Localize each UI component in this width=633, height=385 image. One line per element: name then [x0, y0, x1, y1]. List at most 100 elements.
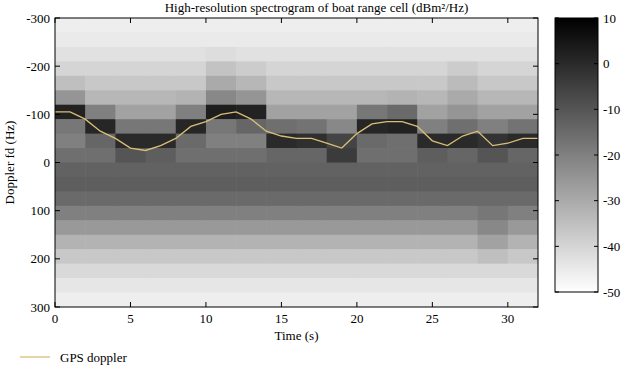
- spectrogram-cell: [417, 119, 448, 134]
- spectrogram-cell: [357, 264, 388, 279]
- spectrogram-cell: [85, 249, 116, 264]
- spectrogram-cell: [266, 76, 297, 91]
- spectrogram-cell: [357, 61, 388, 76]
- spectrogram-cell: [297, 264, 328, 279]
- spectrogram-cell: [417, 47, 448, 62]
- spectrogram-cell: [508, 177, 538, 192]
- spectrogram-cell: [236, 119, 267, 134]
- spectrogram-cell: [297, 235, 328, 250]
- spectrogram-cell: [206, 249, 237, 264]
- x-tick: [432, 18, 433, 23]
- spectrogram-cell: [266, 47, 297, 62]
- spectrogram-cell: [176, 264, 207, 279]
- spectrogram-cell: [206, 32, 237, 47]
- spectrogram-cell: [55, 119, 86, 134]
- spectrogram-cell: [266, 119, 297, 134]
- y-tick: [533, 307, 538, 308]
- spectrogram-cell: [387, 148, 418, 163]
- spectrogram-cell: [176, 32, 207, 47]
- spectrogram-cell: [327, 119, 358, 134]
- spectrogram-cell: [85, 90, 116, 105]
- spectrogram-cell: [508, 105, 538, 120]
- spectrogram-cell: [387, 61, 418, 76]
- colorbar-tick: [555, 109, 559, 110]
- spectrogram-cell: [206, 148, 237, 163]
- spectrogram-cell: [85, 278, 116, 293]
- y-tick: [55, 18, 60, 19]
- colorbar-tick: [594, 200, 598, 201]
- spectrogram-cell: [478, 105, 509, 120]
- spectrogram-cell: [176, 235, 207, 250]
- spectrogram-cell: [327, 134, 358, 149]
- gps-doppler-line: [55, 112, 538, 151]
- spectrogram-cell: [297, 47, 328, 62]
- spectrogram-cell: [447, 105, 478, 120]
- y-tick: [55, 307, 60, 308]
- spectrogram-cell: [417, 206, 448, 221]
- spectrogram-cell: [266, 148, 297, 163]
- spectrogram-cell: [206, 134, 237, 149]
- spectrogram-cell: [85, 220, 116, 235]
- spectrogram-cell: [357, 18, 388, 33]
- colorbar-tick: [594, 63, 598, 64]
- spectrogram-cell: [266, 293, 297, 307]
- spectrogram-cell: [266, 32, 297, 47]
- spectrogram-cell: [115, 177, 146, 192]
- spectrogram-cell: [176, 61, 207, 76]
- x-tick: [281, 18, 282, 23]
- spectrogram-cell: [115, 18, 146, 33]
- spectrogram-cell: [266, 249, 297, 264]
- spectrogram-cell: [478, 278, 509, 293]
- spectrogram-cell: [297, 32, 328, 47]
- spectrogram-cell: [447, 278, 478, 293]
- spectrogram-cell: [236, 177, 267, 192]
- spectrogram-cell: [387, 18, 418, 33]
- spectrogram-cell: [387, 163, 418, 178]
- x-tick-label: 5: [127, 311, 134, 326]
- y-tick-label: 300: [31, 300, 51, 315]
- x-tick: [507, 18, 508, 23]
- spectrogram-cell: [176, 18, 207, 33]
- spectrogram-cell: [357, 249, 388, 264]
- spectrogram-cell: [447, 177, 478, 192]
- colorbar-tick: [555, 246, 559, 247]
- x-tick-label: 25: [426, 311, 439, 326]
- spectrogram-cell: [508, 278, 538, 293]
- spectrogram-cell: [508, 148, 538, 163]
- spectrogram-cell: [478, 264, 509, 279]
- spectrogram-cell: [357, 119, 388, 134]
- plot-area: [55, 18, 538, 307]
- y-tick: [533, 258, 538, 259]
- spectrogram-cell: [206, 163, 237, 178]
- spectrogram-cell: [115, 32, 146, 47]
- spectrogram-cell: [357, 148, 388, 163]
- y-tick: [533, 66, 538, 67]
- spectrogram-cell: [176, 220, 207, 235]
- spectrogram-cell: [327, 220, 358, 235]
- spectrogram-cell: [357, 177, 388, 192]
- spectrogram-cell: [447, 249, 478, 264]
- spectrogram-cell: [115, 105, 146, 120]
- spectrogram-cell: [417, 177, 448, 192]
- spectrogram-cell: [297, 119, 328, 134]
- spectrogram-cell: [447, 47, 478, 62]
- spectrogram-cell: [236, 47, 267, 62]
- spectrogram-cell: [176, 105, 207, 120]
- spectrogram-cell: [55, 47, 86, 62]
- spectrogram-cell: [387, 105, 418, 120]
- spectrogram-cell: [236, 235, 267, 250]
- x-tick: [356, 18, 357, 23]
- spectrogram-cell: [297, 191, 328, 206]
- spectrogram-cell: [447, 76, 478, 91]
- spectrogram-cell: [146, 191, 177, 206]
- colorbar-tick-label: 10: [603, 11, 616, 26]
- x-tick: [507, 302, 508, 307]
- spectrogram-cell: [176, 206, 207, 221]
- x-tick: [55, 18, 56, 23]
- spectrogram-cell: [176, 76, 207, 91]
- spectrogram-cell: [357, 163, 388, 178]
- spectrogram-cell: [357, 220, 388, 235]
- spectrogram-cell: [176, 90, 207, 105]
- x-axis-title: Time (s): [275, 328, 319, 343]
- spectrogram-cell: [387, 47, 418, 62]
